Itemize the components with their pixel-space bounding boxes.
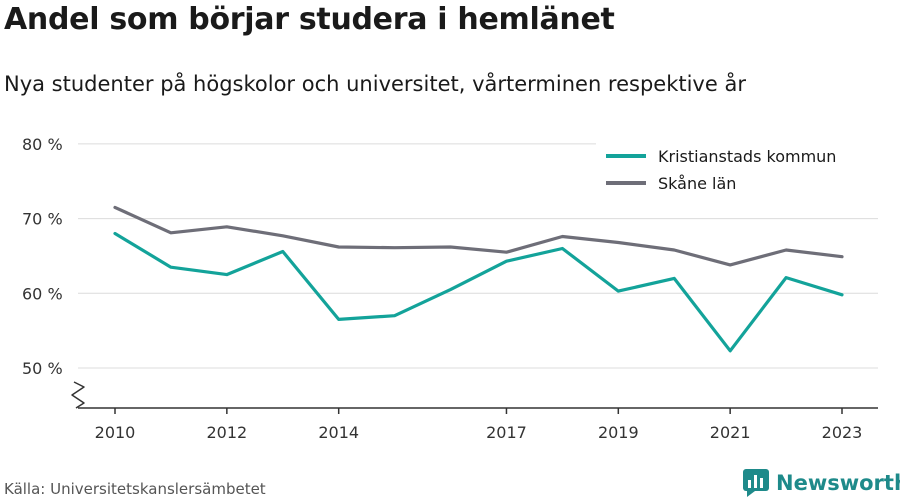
legend: Kristianstads kommun Skåne län — [596, 136, 878, 200]
chart-subtitle: Nya studenter på högskolor och universit… — [4, 72, 746, 96]
x-tick-label: 2017 — [486, 423, 527, 442]
legend-background — [596, 136, 878, 200]
x-tick-label: 2021 — [710, 423, 751, 442]
y-tick-label: 50 % — [22, 359, 63, 378]
line-chart: 50 % 60 % 70 % 80 % 2010 2012 2014 2017 2019 2021… — [22, 135, 878, 442]
x-tick-label: 2023 — [822, 423, 863, 442]
source-note: Källa: Universitetskanslersämbetet — [4, 480, 266, 498]
x-tick-label: 2012 — [206, 423, 247, 442]
legend-label-0: Kristianstads kommun — [658, 147, 836, 166]
x-tick-label: 2019 — [598, 423, 639, 442]
newsworthy-icon — [743, 469, 769, 497]
axis-layer: 50 % 60 % 70 % 80 % 2010 2012 2014 2017 2019 2021… — [22, 135, 878, 442]
y-tick-label: 70 % — [22, 210, 63, 229]
series-line-1 — [113, 205, 844, 267]
newsworthy-logo: Newsworthy — [743, 469, 900, 497]
series-layer — [113, 205, 844, 353]
series-line-0 — [113, 231, 844, 353]
x-tick-label: 2014 — [318, 423, 359, 442]
y-tick-label: 80 % — [22, 135, 63, 154]
y-tick-label: 60 % — [22, 284, 63, 303]
legend-label-1: Skåne län — [658, 174, 736, 193]
brand-name: Newsworthy — [776, 471, 900, 495]
x-tick-label: 2010 — [95, 423, 136, 442]
axis-break-icon — [71, 381, 85, 409]
chart-title: Andel som börjar studera i hemlänet — [4, 2, 615, 37]
